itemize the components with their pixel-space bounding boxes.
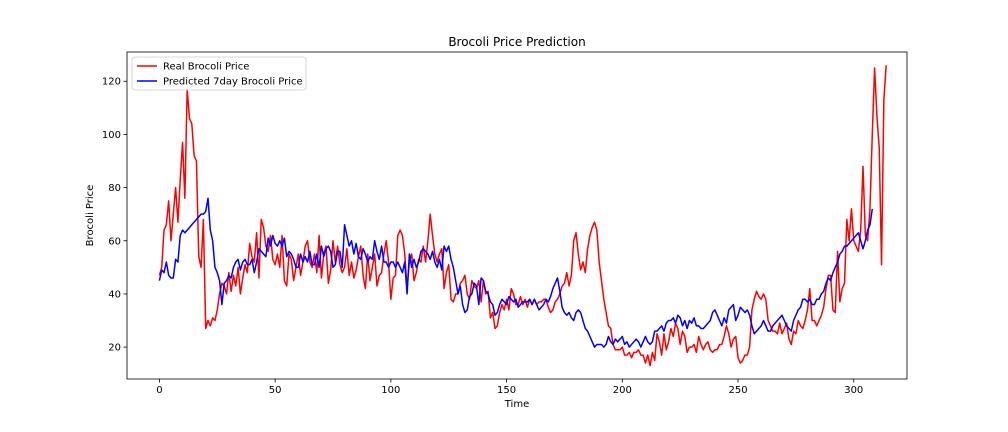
legend-box — [131, 56, 307, 91]
x-tick-label: 300 — [844, 385, 863, 396]
y-tick-label: 40 — [108, 289, 121, 300]
series-layer — [158, 65, 887, 367]
y-tick-label: 120 — [102, 77, 121, 88]
real-price-line — [158, 65, 887, 367]
x-tick-label: 50 — [269, 385, 282, 396]
x-axis: 0 50 100 150 200 250 300 — [156, 379, 863, 396]
y-tick-label: 80 — [108, 183, 121, 194]
plot-frame — [126, 51, 908, 380]
x-tick-label: 150 — [497, 385, 516, 396]
chart-title: Brocoli Price Prediction — [448, 35, 585, 49]
x-tick-label: 250 — [728, 385, 747, 396]
x-tick-label: 200 — [613, 385, 632, 396]
predicted-price-line — [158, 197, 874, 348]
y-tick-label: 60 — [108, 236, 121, 247]
y-tick-label: 100 — [102, 130, 121, 141]
x-tick-label: 0 — [156, 385, 162, 396]
legend: Real Brocoli Price Predicted 7day Brocoli… — [131, 56, 307, 91]
y-axis-label: Brocoli Price — [85, 185, 96, 247]
y-tick-label: 20 — [108, 343, 121, 354]
legend-label: Predicted 7day Brocoli Price — [163, 77, 303, 88]
x-axis-label: Time — [504, 399, 529, 410]
y-axis: 20 40 60 80 100 120 — [102, 77, 127, 354]
x-tick-label: 100 — [381, 385, 400, 396]
legend-label: Real Brocoli Price — [163, 62, 249, 73]
